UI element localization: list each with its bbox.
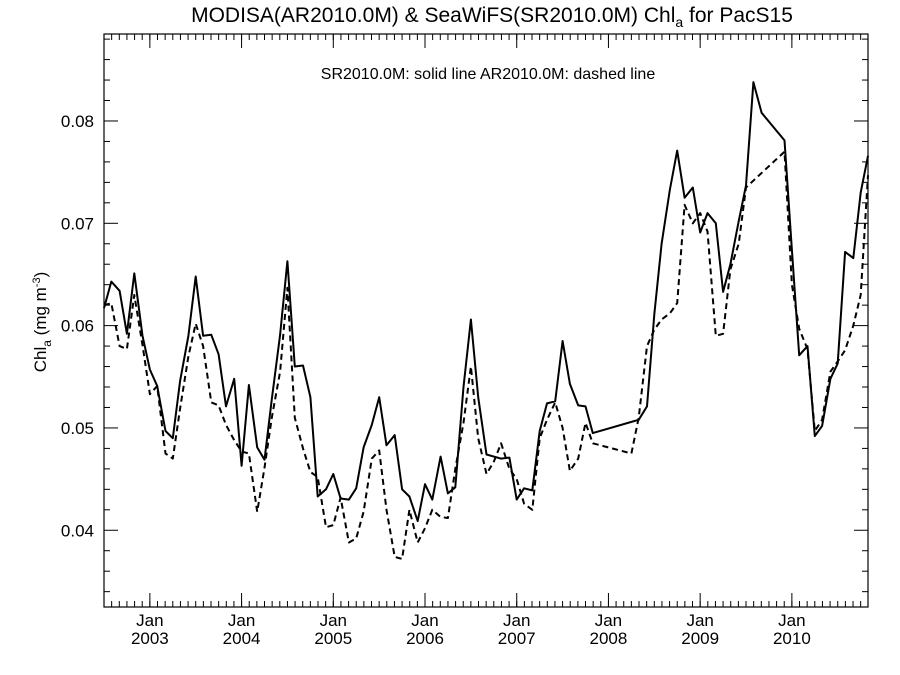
x-tick-month-label: Jan — [411, 611, 438, 630]
y-axis-label: Chla (mg m-3) — [31, 272, 54, 373]
y-axis-label-subscript: a — [40, 340, 54, 347]
x-tick-year-label: 2004 — [223, 629, 261, 648]
series-line-SR2010.0M — [103, 81, 869, 523]
y-tick-label: 0.04 — [61, 521, 94, 540]
y-axis-label-unit: (mg m — [31, 287, 50, 340]
series-AR2010.0M — [103, 150, 869, 560]
y-tick-label: 0.08 — [61, 112, 94, 131]
x-tick-year-label: 2010 — [773, 629, 811, 648]
series-line-AR2010.0M — [103, 150, 869, 560]
x-tick-month-label: Jan — [778, 611, 805, 630]
chart-title-prefix: MODISA(AR2010.0M) & SeaWiFS(SR2010.0M) C… — [191, 4, 675, 27]
y-tick-label: 0.07 — [61, 214, 94, 233]
x-tick-month-label: Jan — [228, 611, 255, 630]
x-tick-year-label: 2005 — [314, 629, 352, 648]
chart-title-suffix: for PacS15 — [683, 4, 793, 27]
y-axis-label-main: Chl — [31, 347, 50, 373]
x-tick-month-label: Jan — [320, 611, 347, 630]
x-tick-year-label: 2009 — [681, 629, 719, 648]
x-tick-year-label: 2007 — [498, 629, 536, 648]
y-tick-label: 0.05 — [61, 419, 94, 438]
x-tick-month-label: Jan — [503, 611, 530, 630]
x-tick-year-label: 2003 — [131, 629, 169, 648]
y-axis-label-close: ) — [31, 272, 50, 278]
series-SR2010.0M — [103, 81, 869, 523]
legend-annotation: SR2010.0M: solid line AR2010.0M: dashed … — [321, 66, 656, 83]
x-tick-month-label: Jan — [595, 611, 622, 630]
x-tick-year-label: 2008 — [590, 629, 628, 648]
plot-frame — [103, 33, 869, 608]
y-tick-label: 0.06 — [61, 317, 94, 336]
chart-title: MODISA(AR2010.0M) & SeaWiFS(SR2010.0M) C… — [191, 4, 793, 30]
chart-title-subscript: a — [675, 14, 683, 30]
axis-ticks — [103, 34, 868, 607]
y-axis-label-superscript: -3 — [31, 277, 43, 287]
x-tick-month-label: Jan — [136, 611, 163, 630]
x-tick-year-label: 2006 — [406, 629, 444, 648]
data-series — [103, 81, 869, 560]
x-tick-month-label: Jan — [686, 611, 713, 630]
axis-tick-labels: 0.040.050.060.070.08Jan2003Jan2004Jan200… — [61, 112, 811, 648]
